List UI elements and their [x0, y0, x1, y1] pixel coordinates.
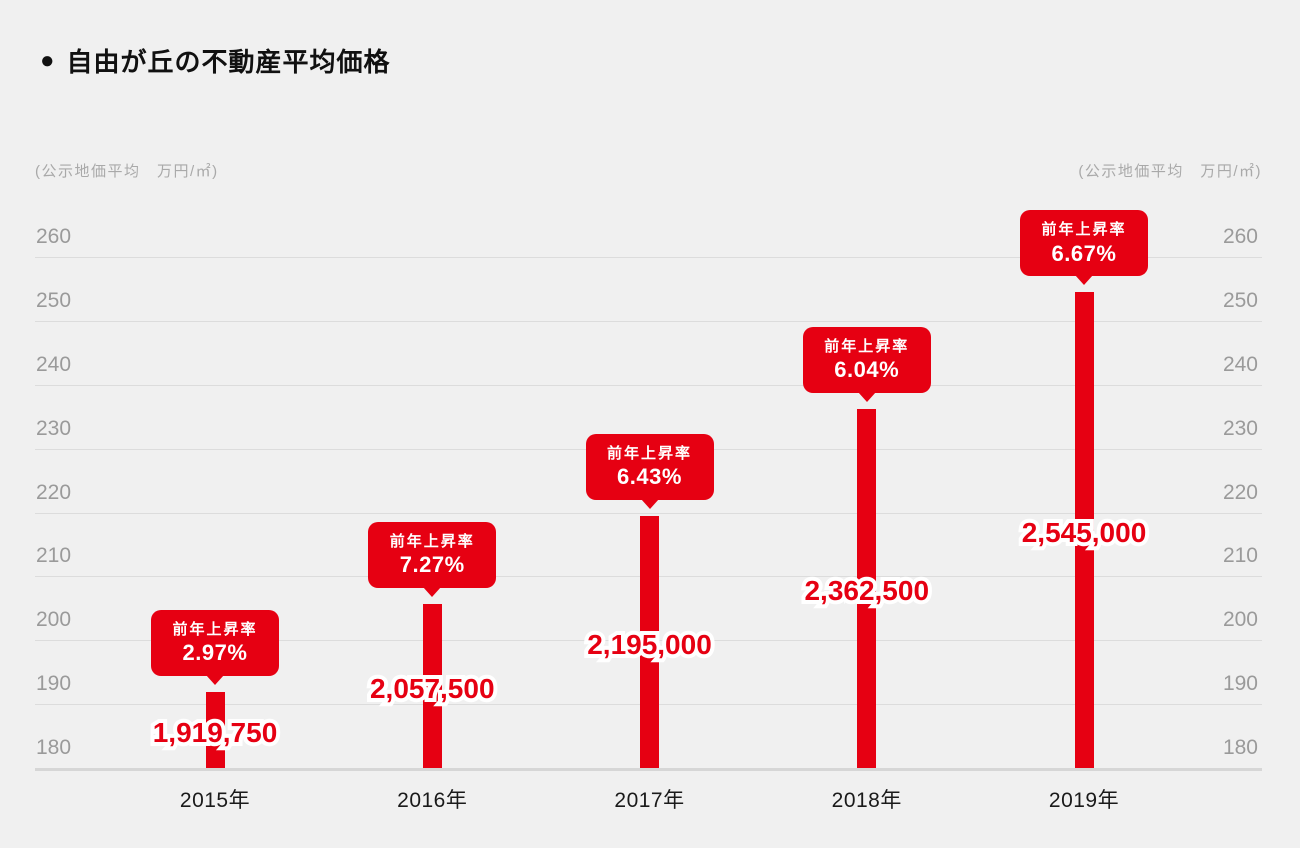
increase-rate-badge: 前年上昇率 6.43% [585, 433, 714, 509]
badge-arrow-icon [423, 586, 442, 597]
increase-rate-badge: 前年上昇率 6.04% [802, 326, 931, 402]
y-tick-label-right: 200 [1222, 608, 1258, 632]
bar-value-text: 1,919,750 [152, 716, 278, 748]
title-row: ● 自由が丘の不動産平均価格 [40, 42, 391, 79]
y-tick-label-left: 200 [36, 608, 72, 632]
bar-2018年 [857, 408, 877, 768]
y-axis-unit-label-left: (公示地価平均 万円/㎡) [35, 163, 219, 180]
badge-title: 前年上昇率 [824, 337, 910, 355]
badge-arrow-icon [857, 391, 876, 402]
gridline-180 [35, 768, 1262, 771]
bar-2015年 [205, 691, 225, 768]
y-tick-label-left: 260 [36, 225, 72, 248]
y-tick-label-left: 210 [36, 544, 72, 568]
increase-rate-badge: 前年上昇率 7.27% [368, 521, 497, 597]
y-tick-label-left: 190 [36, 672, 72, 696]
bar-value-label: 2,545,000 2,545,000 [1018, 513, 1151, 552]
gridline-220 [35, 512, 1262, 514]
bar-value-text: 2,057,500 [369, 672, 495, 704]
gridline-260 [35, 257, 1262, 258]
page-title: 自由が丘の不動産平均価格 [66, 47, 391, 77]
badge-title: 前年上昇率 [1041, 221, 1127, 239]
badge-value: 6.04% [834, 357, 900, 383]
badge-value: 6.67% [1051, 240, 1117, 266]
y-tick-label-left: 250 [36, 288, 72, 312]
badge-arrow-icon [640, 498, 659, 509]
y-tick-label-right: 260 [1222, 225, 1258, 248]
y-tick-label-right: 230 [1222, 416, 1258, 440]
bar-value-outline: 2,362,500 [800, 571, 933, 610]
bar-value-label: 2,362,500 2,362,500 [800, 571, 933, 610]
x-axis-label-2017年: 2017年 [614, 789, 685, 812]
increase-rate-badge: 前年上昇率 6.67% [1020, 210, 1148, 286]
bar-2016年 [422, 603, 442, 768]
bar-value-label: 2,057,500 2,057,500 [366, 669, 499, 708]
y-tick-label-left: 180 [36, 736, 72, 759]
y-tick-label-right: 240 [1222, 352, 1258, 376]
bar-value-text: 2,362,500 [804, 575, 930, 607]
bar-value-outline: 2,195,000 [583, 625, 716, 664]
bar-value-text: 2,195,000 [587, 628, 712, 660]
y-tick-label-right: 190 [1222, 672, 1258, 696]
increase-rate-badge: 前年上昇率 2.97% [151, 609, 279, 685]
badge-value: 7.27% [399, 552, 465, 578]
y-tick-label-left: 220 [36, 480, 72, 504]
y-tick-label-left: 240 [36, 352, 72, 376]
bar-value-label: 1,919,750 1,919,750 [149, 713, 282, 752]
bar-value-outline: 2,545,000 [1018, 513, 1151, 552]
bar-value-text: 2,545,000 [1021, 517, 1147, 549]
badge-arrow-icon [1075, 275, 1093, 286]
bar-2019年 [1074, 292, 1094, 768]
bar-value-outline: 2,057,500 [366, 669, 499, 708]
y-tick-label-right: 210 [1222, 544, 1258, 568]
x-axis-label-2019年: 2019年 [1048, 789, 1120, 812]
bar-value-label: 2,195,000 2,195,000 [583, 625, 716, 664]
badge-value: 2.97% [182, 640, 248, 666]
bar-2017年 [640, 515, 659, 768]
gridline-250 [35, 320, 1262, 322]
badge-title: 前年上昇率 [172, 620, 258, 638]
badge-title: 前年上昇率 [389, 532, 475, 550]
y-tick-label-left: 230 [36, 416, 72, 440]
y-axis-unit-label-right: (公示地価平均 万円/㎡) [1078, 163, 1262, 180]
y-tick-label-right: 250 [1222, 288, 1258, 312]
badge-arrow-icon [206, 674, 224, 685]
badge-title: 前年上昇率 [606, 444, 692, 462]
gridline-240 [35, 384, 1262, 386]
x-axis-label-2016年: 2016年 [397, 789, 468, 812]
x-axis-label-2015年: 2015年 [179, 789, 251, 812]
badge-value: 6.43% [617, 464, 682, 490]
bar-value-outline: 1,919,750 [149, 713, 282, 752]
y-tick-label-right: 180 [1222, 736, 1258, 759]
bullet-icon: ● [40, 46, 55, 74]
x-axis-label-2018年: 2018年 [831, 789, 902, 812]
y-tick-label-right: 220 [1222, 480, 1258, 504]
